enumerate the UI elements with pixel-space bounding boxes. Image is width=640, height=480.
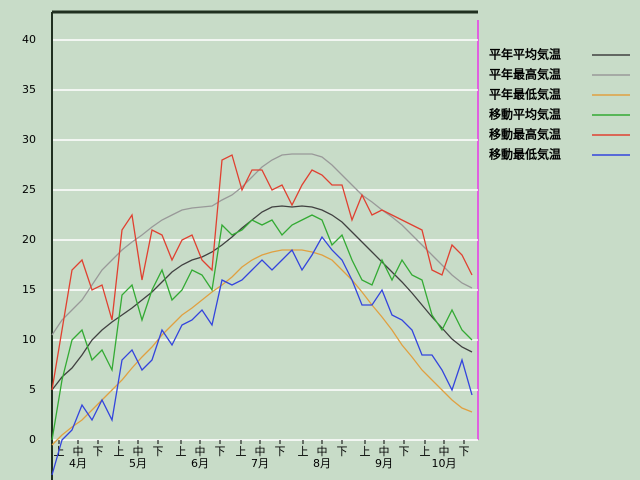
x-tick-label: 中 — [133, 445, 144, 458]
x-tick-label: 下 — [215, 445, 226, 458]
x-tick-label: 下 — [399, 445, 410, 458]
x-tick-label: 下 — [275, 445, 286, 458]
month-label: 10月 — [432, 457, 457, 470]
month-label: 7月 — [251, 457, 269, 470]
series-line — [51, 249, 473, 446]
x-tick-label: 下 — [93, 445, 104, 458]
legend-label: 平年最低気温 — [489, 87, 561, 102]
month-label: 9月 — [375, 457, 393, 470]
y-tick-label: 0 — [29, 433, 36, 446]
y-tick-label: 40 — [22, 33, 36, 46]
x-tick-label: 下 — [337, 445, 348, 458]
legend-label: 移動最低気温 — [489, 147, 561, 162]
x-tick-label: 上 — [176, 445, 187, 458]
y-tick-label: 35 — [22, 83, 36, 96]
x-tick-label: 中 — [255, 445, 266, 458]
x-tick-label: 上 — [360, 445, 371, 458]
y-tick-label: 5 — [29, 383, 36, 396]
y-tick-label: 20 — [22, 233, 36, 246]
series-line — [51, 235, 473, 476]
month-label: 5月 — [129, 457, 147, 470]
y-tick-label: 10 — [22, 333, 36, 346]
legend-label: 移動最高気温 — [489, 127, 561, 142]
x-tick-label: 下 — [153, 445, 164, 458]
x-tick-label: 中 — [73, 445, 84, 458]
x-tick-label: 上 — [420, 445, 431, 458]
x-tick-label: 上 — [114, 445, 125, 458]
legend-label: 平年平均気温 — [489, 47, 561, 62]
legend-label: 移動平均気温 — [489, 107, 561, 122]
x-tick-label: 下 — [459, 445, 470, 458]
x-tick-label: 中 — [439, 445, 450, 458]
series-line — [51, 153, 473, 336]
y-tick-label: 15 — [22, 283, 36, 296]
x-tick-label: 上 — [298, 445, 309, 458]
legend-label: 平年最高気温 — [489, 67, 561, 82]
series-line — [51, 154, 473, 391]
series-line — [51, 205, 473, 391]
x-tick-label: 中 — [195, 445, 206, 458]
y-tick-label: 30 — [22, 133, 36, 146]
month-label: 4月 — [69, 457, 87, 470]
series-line — [51, 214, 473, 441]
x-tick-label: 中 — [317, 445, 328, 458]
y-tick-label: 25 — [22, 183, 36, 196]
month-label: 6月 — [191, 457, 209, 470]
x-tick-label: 中 — [379, 445, 390, 458]
month-label: 8月 — [313, 457, 331, 470]
x-tick-label: 上 — [236, 445, 247, 458]
